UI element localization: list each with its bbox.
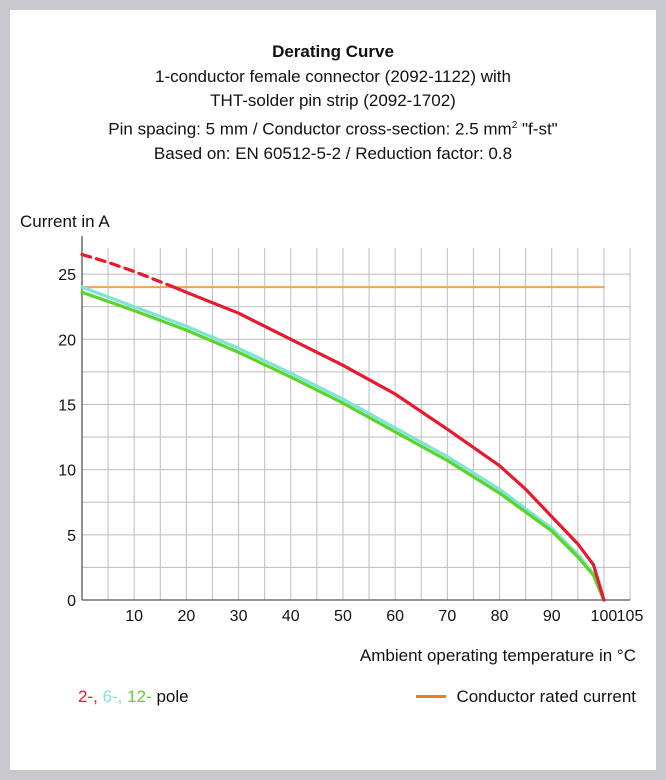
subtitle-3-suffix: "f-st" xyxy=(517,119,558,139)
y-tick-label: 5 xyxy=(67,528,76,545)
y-tick-label: 10 xyxy=(58,463,76,480)
series-6-pole-line xyxy=(80,285,606,602)
legend-pole-types: 2-, 6-, 12- pole xyxy=(78,687,189,707)
chart-subtitle-4: Based on: EN 60512-5-2 / Reduction facto… xyxy=(153,143,513,163)
x-tick-label: 20 xyxy=(177,608,195,625)
legend-separator-1: , xyxy=(93,687,103,706)
y-tick-label: 20 xyxy=(58,332,76,349)
chart-subtitle-3: Pin spacing: 5 mm / Conductor cross-sect… xyxy=(10,114,656,142)
series-2-pole-dashed-line xyxy=(80,252,176,289)
series-2-pole-line xyxy=(172,285,606,602)
subtitle-3-prefix: Pin spacing: 5 mm / Conductor cross-sect… xyxy=(108,119,512,139)
x-tick-label: 50 xyxy=(334,608,352,625)
x-tick-label: 105 xyxy=(617,608,644,625)
x-tick-label: 40 xyxy=(282,608,300,625)
legend-rated-swatch xyxy=(416,695,447,699)
legend-rated-current: Conductor rated current xyxy=(416,687,636,707)
series-12-pole-line xyxy=(80,290,606,602)
x-tick-label: 10 xyxy=(125,608,143,625)
legend-pole-12: 12- xyxy=(127,687,152,706)
chart-frame: Derating Curve 1-conductor female connec… xyxy=(10,10,656,770)
x-tick-label: 60 xyxy=(386,608,404,625)
y-tick-label: 25 xyxy=(58,267,76,284)
chart-subtitle-1: 1-conductor female connector (2092-1122)… xyxy=(155,66,511,86)
legend-pole-2: 2- xyxy=(78,687,94,706)
chart-titles: Derating Curve 1-conductor female connec… xyxy=(10,40,656,166)
x-tick-label: 70 xyxy=(438,608,456,625)
x-tick-label: 100 xyxy=(591,608,618,625)
y-axis-label: Current in A xyxy=(20,212,110,231)
legend-pole-6: 6- xyxy=(102,687,118,706)
legend-rated-label: Conductor rated current xyxy=(456,687,636,706)
x-tick-label: 90 xyxy=(543,608,561,625)
y-tick-label: 15 xyxy=(58,397,76,414)
subtitle-3-superscript: 2 xyxy=(511,119,518,131)
x-axis-label: Ambient operating temperature in °C xyxy=(359,646,636,665)
x-tick-label: 80 xyxy=(491,608,509,625)
y-tick-label: 0 xyxy=(67,593,76,610)
legend-pole-suffix: pole xyxy=(151,687,189,706)
x-tick-label: 30 xyxy=(230,608,248,625)
chart-subtitle-2: THT-solder pin strip (2092-1702) xyxy=(210,91,456,110)
legend-separator-2: , xyxy=(117,687,128,706)
derating-plot: 10 20 30 40 50 60 70 80 90 100 105 0 5 10 15 20 25 xyxy=(58,236,644,625)
chart-title: Derating Curve xyxy=(272,42,394,61)
